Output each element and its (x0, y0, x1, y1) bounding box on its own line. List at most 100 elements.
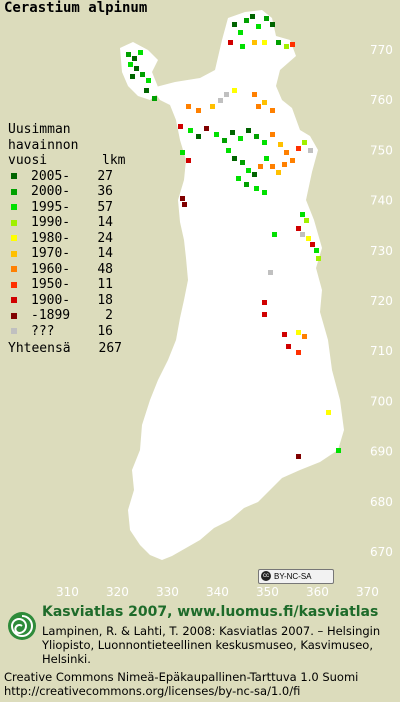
finland-map: 770 760 750 740 730 720 710 700 690 680 670 310 320… (56, 10, 393, 599)
legend-label: 1995- (31, 199, 71, 215)
observation-square (296, 330, 301, 335)
legend-count: 11 (97, 277, 113, 292)
observation-square (146, 78, 151, 83)
legend-header-2: havainnon (8, 137, 79, 153)
observation-square (314, 248, 319, 253)
observation-square (126, 52, 131, 57)
observation-squares (126, 14, 341, 459)
license-text: Creative Commons Nimeä-Epäkaupallinen-Ta… (4, 670, 400, 698)
observation-square (240, 160, 245, 165)
legend-row: 2000- 36 (8, 184, 125, 200)
observation-square (256, 104, 261, 109)
x-tick-label: 350 (256, 585, 279, 599)
x-tick-label: 310 (56, 585, 79, 599)
observation-square (232, 22, 237, 27)
cc-icon: cc (261, 571, 271, 581)
legend-label: 1970- (31, 246, 71, 261)
y-tick-label: 700 (370, 394, 393, 408)
observation-square (180, 196, 185, 201)
legend-header-1: Uusimman (8, 122, 71, 137)
observation-square (236, 176, 241, 181)
observation-square (238, 30, 243, 35)
legend-total: Yhteensä 267 (8, 341, 125, 357)
observation-square (226, 148, 231, 153)
observation-square (250, 14, 255, 19)
observation-square (140, 72, 145, 77)
cc-license-badge[interactable]: cc BY-NC-SA (258, 569, 334, 584)
observation-square (244, 18, 249, 23)
observation-square (326, 410, 331, 415)
legend-label: ??? (31, 323, 55, 339)
observation-square (244, 182, 249, 187)
y-tick-label: 720 (370, 294, 393, 308)
legend-swatch (11, 188, 17, 195)
legend-row: 1970- 14 (8, 246, 125, 262)
legend-row: 1900- 18 (8, 293, 125, 309)
legend-total-count: 267 (98, 341, 122, 356)
observation-square (262, 140, 267, 145)
observation-square (302, 334, 307, 339)
legend-count: 36 (97, 184, 113, 199)
observation-square (270, 108, 275, 113)
legend-swatch (11, 281, 17, 288)
observation-square (268, 270, 273, 275)
legend-swatch (11, 328, 17, 335)
observation-square (196, 108, 201, 113)
observation-square (204, 126, 209, 131)
observation-square (282, 332, 287, 337)
y-tick-label: 730 (370, 244, 393, 258)
observation-square (262, 40, 267, 45)
legend-row: 1960- 48 (8, 262, 125, 278)
legend-label: 1960- (31, 261, 71, 277)
observation-square (276, 40, 281, 45)
y-axis-labels: 770 760 750 740 730 720 710 700 690 680 670 (370, 43, 393, 559)
license-url[interactable]: http://creativecommons.org/licenses/by-n… (4, 684, 301, 698)
observation-square (252, 92, 257, 97)
legend-row: 1980- 24 (8, 231, 125, 247)
legend-swatch (11, 235, 17, 242)
legend-header-count: lkm (102, 153, 126, 168)
legend-count: 57 (97, 199, 113, 215)
observation-square (270, 132, 275, 137)
legend-count: 24 (97, 230, 113, 246)
legend-count: 18 (97, 292, 113, 308)
legend-label: 1990- (31, 215, 71, 230)
observation-square (240, 44, 245, 49)
observation-square (308, 148, 313, 153)
observation-square (222, 138, 227, 143)
legend-swatch (11, 219, 17, 226)
observation-square (302, 140, 307, 145)
observation-square (264, 16, 269, 21)
observation-square (144, 88, 149, 93)
observation-square (272, 232, 277, 237)
y-tick-label: 740 (370, 194, 393, 208)
x-tick-label: 370 (356, 585, 379, 599)
observation-square (188, 128, 193, 133)
legend-swatch (11, 204, 17, 211)
x-tick-label: 330 (156, 585, 179, 599)
legend-row: 1995- 57 (8, 200, 125, 216)
legend-header-3: vuosi (8, 153, 48, 168)
observation-square (306, 236, 311, 241)
legend-swatch (11, 250, 17, 257)
legend-row: 2005- 27 (8, 169, 125, 185)
observation-square (132, 56, 137, 61)
brand-line[interactable]: Kasviatlas 2007, www.luomus.fi/kasviatla… (42, 604, 379, 620)
observation-square (300, 212, 305, 217)
observation-square (262, 190, 267, 195)
observation-square (278, 142, 283, 147)
observation-square (228, 40, 233, 45)
legend-swatch (11, 312, 17, 319)
legend-label: 1900- (31, 292, 71, 308)
observation-square (270, 22, 275, 27)
observation-square (316, 256, 321, 261)
observation-square (300, 232, 305, 237)
observation-square (178, 124, 183, 129)
observation-square (210, 104, 215, 109)
x-axis-labels: 310 320 330 340 350 360 370 (56, 585, 379, 599)
y-tick-label: 710 (370, 344, 393, 358)
legend-count: 16 (97, 323, 113, 339)
y-tick-label: 680 (370, 495, 393, 509)
observation-square (256, 24, 261, 29)
legend-row: 1990- 14 (8, 215, 125, 231)
